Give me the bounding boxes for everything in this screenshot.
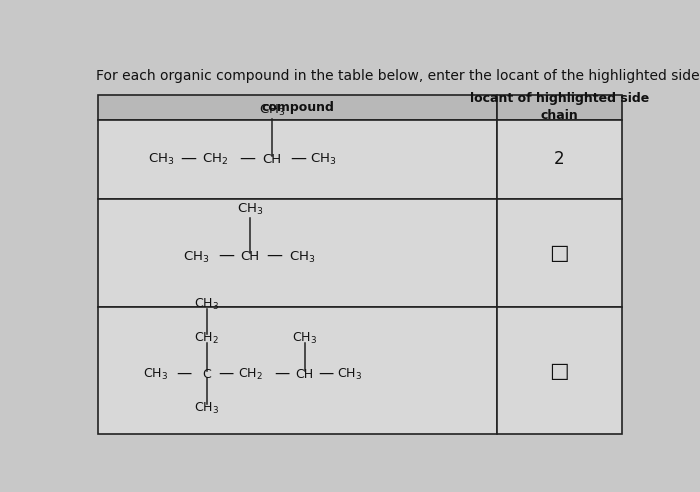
Bar (98, 199, 497, 307)
Text: —: — (218, 366, 234, 381)
Text: CH$_3$: CH$_3$ (183, 249, 209, 265)
Text: —: — (318, 366, 334, 381)
Text: —: — (239, 151, 255, 165)
Bar (98, 120, 497, 199)
Bar (497, 307, 622, 434)
Text: CH$_3$: CH$_3$ (237, 202, 263, 217)
Text: —: — (180, 151, 196, 165)
Text: —: — (290, 151, 306, 165)
Text: 2: 2 (554, 151, 565, 168)
Bar (497, 199, 622, 307)
Text: CH$_3$: CH$_3$ (292, 331, 317, 346)
Bar (98, 307, 497, 434)
Bar (98, 95, 497, 120)
Text: For each organic compound in the table below, enter the locant of the highlighte: For each organic compound in the table b… (96, 68, 700, 83)
Bar (497, 95, 622, 120)
Text: CH$_3$: CH$_3$ (288, 249, 315, 265)
Text: CH: CH (295, 368, 314, 381)
Text: —: — (274, 366, 289, 381)
Text: —: — (218, 248, 234, 263)
Text: C: C (202, 368, 211, 381)
Text: CH$_3$: CH$_3$ (195, 297, 219, 312)
Text: CH$_2$: CH$_2$ (202, 152, 228, 167)
Text: locant of highlighted side
chain: locant of highlighted side chain (470, 92, 649, 123)
Text: □: □ (550, 243, 569, 263)
Text: CH$_2$: CH$_2$ (238, 367, 262, 382)
Text: CH: CH (262, 153, 281, 166)
Text: CH$_3$: CH$_3$ (310, 152, 337, 167)
Text: CH$_3$: CH$_3$ (337, 367, 362, 382)
Text: compound: compound (261, 101, 334, 114)
Text: CH$_3$: CH$_3$ (195, 401, 219, 416)
Text: CH$_3$: CH$_3$ (148, 152, 174, 167)
Text: CH: CH (241, 250, 260, 264)
Bar (497, 120, 622, 199)
Text: —: — (176, 366, 192, 381)
Text: CH$_3$: CH$_3$ (259, 103, 285, 118)
Text: CH$_3$: CH$_3$ (143, 367, 168, 382)
Text: □: □ (550, 361, 569, 381)
Text: —: — (267, 248, 283, 263)
Text: CH$_2$: CH$_2$ (195, 331, 219, 346)
